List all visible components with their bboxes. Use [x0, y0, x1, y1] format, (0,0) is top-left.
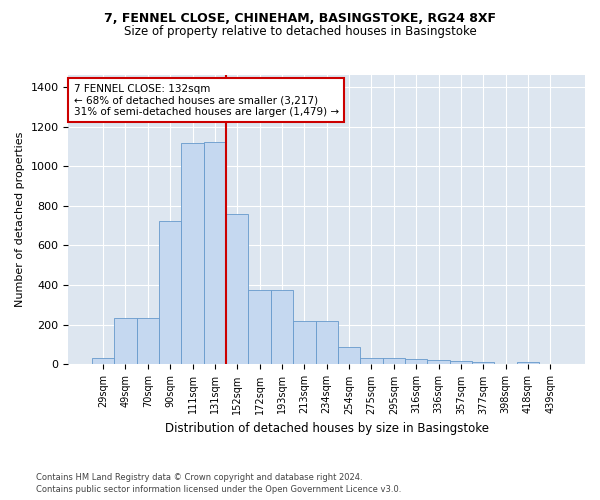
Bar [293, 321, 316, 364]
Bar [226, 214, 248, 364]
X-axis label: Distribution of detached houses by size in Basingstoke: Distribution of detached houses by size … [165, 422, 489, 435]
Y-axis label: Number of detached properties: Number of detached properties [15, 132, 25, 308]
Bar [248, 290, 271, 364]
Bar [517, 362, 539, 364]
Bar [316, 321, 338, 364]
Bar [204, 142, 226, 364]
Bar [450, 362, 472, 364]
Text: 7 FENNEL CLOSE: 132sqm
← 68% of detached houses are smaller (3,217)
31% of semi-: 7 FENNEL CLOSE: 132sqm ← 68% of detached… [74, 84, 338, 117]
Bar [92, 358, 114, 364]
Text: Size of property relative to detached houses in Basingstoke: Size of property relative to detached ho… [124, 25, 476, 38]
Bar [137, 318, 159, 364]
Bar [427, 360, 450, 364]
Bar [383, 358, 405, 364]
Bar [360, 358, 383, 364]
Bar [159, 220, 181, 364]
Text: Contains public sector information licensed under the Open Government Licence v3: Contains public sector information licen… [36, 485, 401, 494]
Bar [338, 346, 360, 364]
Bar [114, 318, 137, 364]
Bar [405, 360, 427, 364]
Text: 7, FENNEL CLOSE, CHINEHAM, BASINGSTOKE, RG24 8XF: 7, FENNEL CLOSE, CHINEHAM, BASINGSTOKE, … [104, 12, 496, 26]
Bar [271, 290, 293, 364]
Text: Contains HM Land Registry data © Crown copyright and database right 2024.: Contains HM Land Registry data © Crown c… [36, 474, 362, 482]
Bar [181, 144, 204, 364]
Bar [472, 362, 494, 364]
